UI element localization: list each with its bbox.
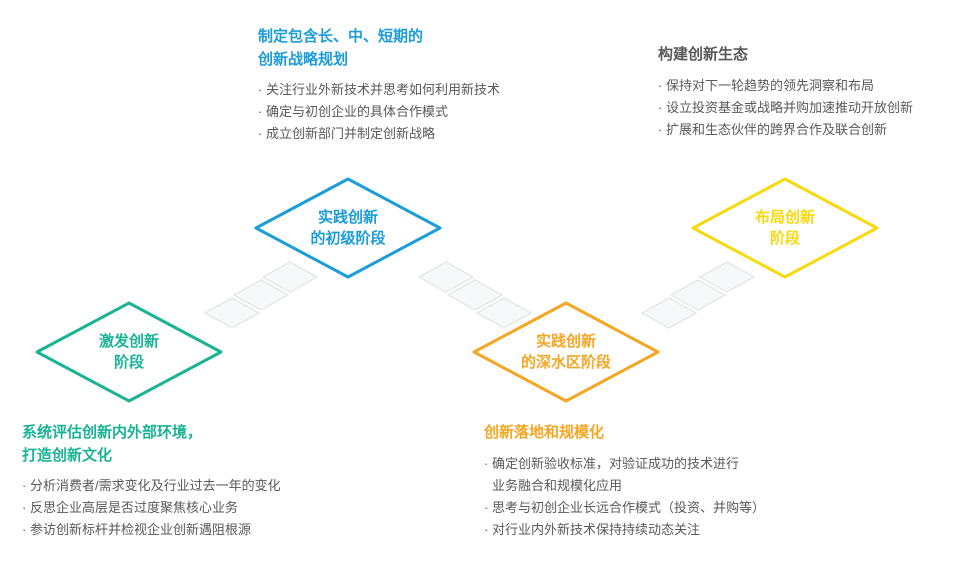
diamond-stage-1-label: 激发创新阶段 bbox=[99, 331, 159, 373]
step-diamond bbox=[475, 296, 533, 330]
list-item: 设立投资基金或战略并购加速推动开放创新 bbox=[658, 97, 913, 119]
step-diamond bbox=[698, 260, 756, 294]
diamond-stage-2-label: 实践创新的初级阶段 bbox=[310, 207, 385, 249]
textblock-ecosystem-list: 保持对下一轮趋势的领先洞察和布局设立投资基金或战略并购加速推动开放创新扩展和生态… bbox=[658, 75, 913, 141]
diamond-stage-4-label: 布局创新阶段 bbox=[755, 207, 815, 249]
textblock-scale: 创新落地和规模化 确定创新验收标准，对验证成功的技术进行业务融合和规模化应用思考… bbox=[484, 422, 765, 541]
textblock-culture: 系统评估创新内外部环境，打造创新文化 分析消费者/需求变化及行业过去一年的变化反… bbox=[22, 422, 281, 541]
textblock-ecosystem: 构建创新生态 保持对下一轮趋势的领先洞察和布局设立投资基金或战略并购加速推动开放… bbox=[658, 44, 913, 141]
textblock-strategy: 制定包含长、中、短期的创新战略规划 关注行业外新技术并思考如何利用新技术确定与初… bbox=[258, 26, 500, 145]
diamond-stage-3-label: 实践创新的深水区阶段 bbox=[521, 331, 611, 373]
textblock-ecosystem-title: 构建创新生态 bbox=[658, 44, 913, 67]
list-item: 保持对下一轮趋势的领先洞察和布局 bbox=[658, 75, 913, 97]
textblock-culture-list: 分析消费者/需求变化及行业过去一年的变化反思企业高层是否过度聚焦核心业务参访创新… bbox=[22, 475, 281, 541]
list-item: 成立创新部门并制定创新战略 bbox=[258, 123, 500, 145]
step-diamond bbox=[261, 260, 319, 294]
list-item: 确定创新验收标准，对验证成功的技术进行业务融合和规模化应用 bbox=[484, 453, 765, 497]
list-item: 对行业内外新技术保持持续动态关注 bbox=[484, 519, 765, 541]
textblock-strategy-title: 制定包含长、中、短期的创新战略规划 bbox=[258, 26, 500, 71]
list-item: 确定与初创企业的具体合作模式 bbox=[258, 101, 500, 123]
diamond-shape-icon bbox=[34, 300, 224, 404]
list-item: 反思企业高层是否过度聚焦核心业务 bbox=[22, 497, 281, 519]
list-item: 分析消费者/需求变化及行业过去一年的变化 bbox=[22, 475, 281, 497]
list-item: 思考与初创企业长远合作模式（投资、并购等） bbox=[484, 497, 765, 519]
diamond-stage-1: 激发创新阶段 bbox=[34, 300, 224, 404]
textblock-scale-list: 确定创新验收标准，对验证成功的技术进行业务融合和规模化应用思考与初创企业长远合作… bbox=[484, 453, 765, 541]
list-item: 参访创新标杆并检视企业创新遇阻根源 bbox=[22, 519, 281, 541]
textblock-culture-title: 系统评估创新内外部环境，打造创新文化 bbox=[22, 422, 281, 467]
textblock-strategy-list: 关注行业外新技术并思考如何利用新技术确定与初创企业的具体合作模式成立创新部门并制… bbox=[258, 79, 500, 145]
list-item: 关注行业外新技术并思考如何利用新技术 bbox=[258, 79, 500, 101]
list-item: 扩展和生态伙伴的跨界合作及联合创新 bbox=[658, 119, 913, 141]
textblock-scale-title: 创新落地和规模化 bbox=[484, 422, 765, 445]
